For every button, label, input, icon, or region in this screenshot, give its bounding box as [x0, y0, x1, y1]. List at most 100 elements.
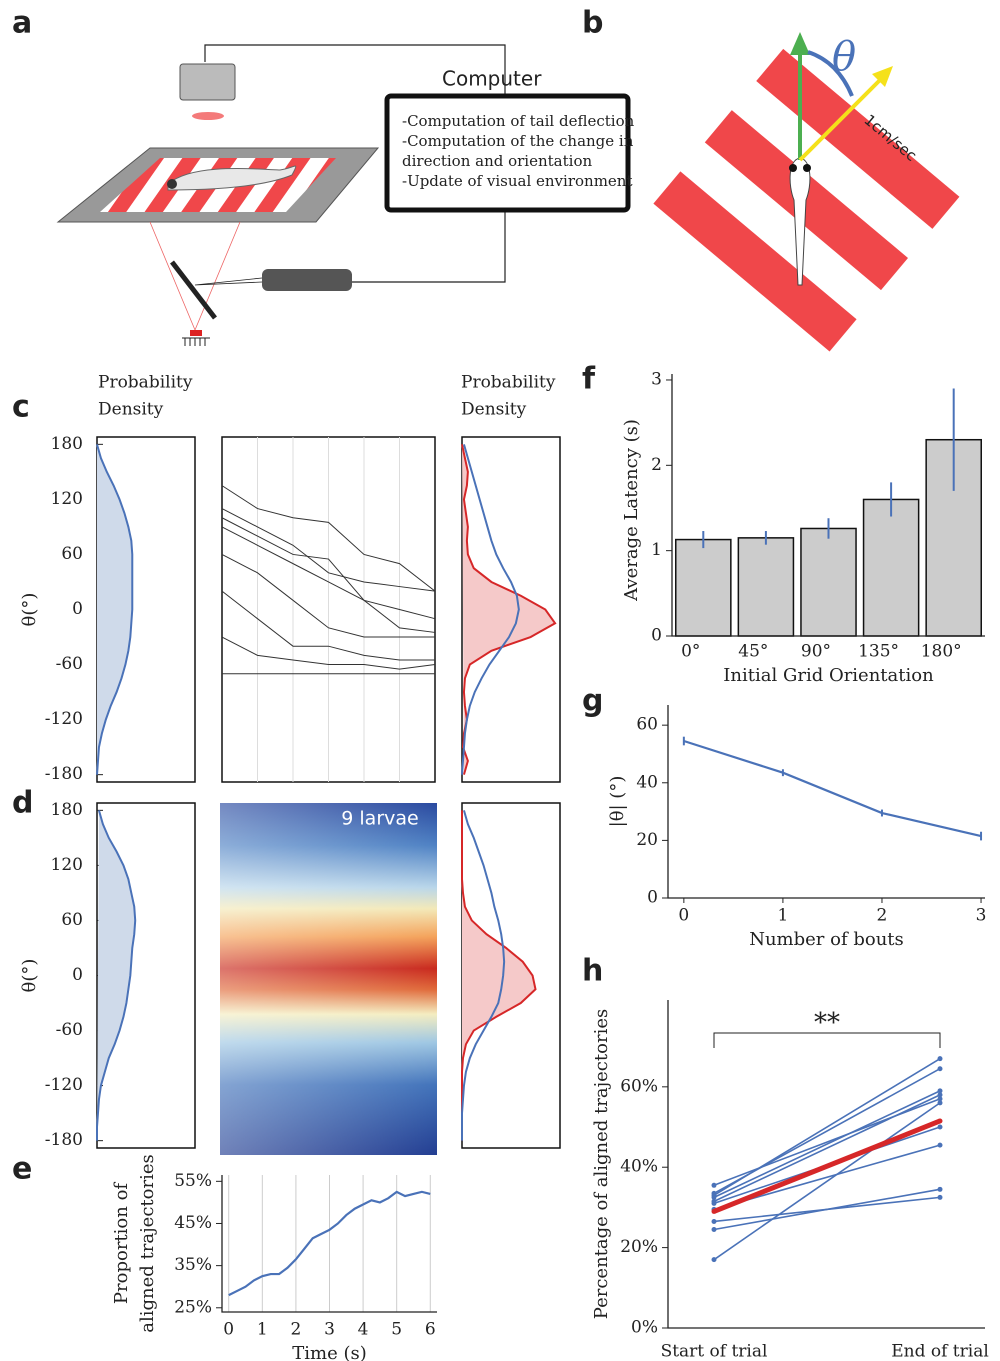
y-tick-label: 0: [72, 599, 83, 619]
heatmap-label: 9 larvae: [341, 808, 418, 830]
computer-line: -Computation of the change in: [402, 132, 634, 150]
panel-label: d: [12, 786, 33, 821]
x-axis-label: Initial Grid Orientation: [723, 665, 934, 686]
y-axis-label: Average Latency (s): [621, 419, 642, 602]
y-tick-label: 55%: [174, 1171, 212, 1191]
panel-labels: a b c d e f g h: [12, 6, 603, 1187]
y-tick-label: 40: [636, 772, 658, 792]
y-tick-label: 0: [651, 626, 662, 646]
y-tick-label: 45%: [174, 1213, 212, 1233]
bar: [737, 537, 795, 637]
angle-arc: [807, 50, 854, 97]
y-tick-label: -120: [45, 709, 83, 729]
panel-label: b: [582, 6, 603, 41]
y-tick-label: 0: [647, 888, 658, 908]
beam: [149, 221, 241, 332]
trajectory: [221, 517, 436, 620]
subject-line: [713, 1102, 941, 1261]
point: [937, 1124, 943, 1130]
density-curve: [461, 444, 520, 775]
bar: [800, 527, 857, 637]
computer-line: -Computation of tail deflection: [402, 112, 635, 130]
plot-frame: [461, 436, 561, 783]
point: [937, 1186, 943, 1192]
sensor: [190, 330, 202, 336]
density-curve: [461, 810, 506, 1141]
y-axis-label: θ(°): [19, 593, 40, 627]
larva-eye: [803, 164, 811, 172]
panel-label: h: [582, 954, 603, 989]
y-tick-label: 35%: [174, 1255, 212, 1275]
y-tick-label: 1: [651, 540, 662, 560]
point: [937, 1118, 943, 1124]
density-curve: [461, 444, 557, 775]
point: [711, 1208, 717, 1214]
y-tick-label: 40%: [620, 1157, 658, 1177]
computer-box: [384, 93, 631, 213]
significance-label: **: [814, 1008, 840, 1038]
cable: [204, 44, 506, 283]
x-tick-label: 135°: [858, 642, 899, 662]
point: [711, 1227, 717, 1233]
computer-line: direction and orientation: [402, 152, 592, 170]
y-axis-label: Proportion of: [111, 1182, 132, 1304]
y-tick-label: 60: [61, 910, 83, 930]
x-axis-label: Time (s): [292, 1343, 367, 1361]
y-tick-label: 20: [636, 830, 658, 850]
y-tick-label: -120: [45, 1075, 83, 1095]
larva: [167, 165, 297, 191]
subject-line: [713, 1090, 941, 1199]
point: [711, 1218, 717, 1224]
point: [937, 1088, 943, 1094]
x-tick-label: 4: [358, 1320, 369, 1340]
panel-label: e: [12, 1152, 32, 1187]
y-tick-label: 120: [51, 855, 83, 875]
y-tick-label: 180: [51, 800, 83, 820]
y-tick-label: 3: [651, 369, 662, 389]
axes: [671, 374, 985, 637]
y-tick-label: -60: [56, 1020, 83, 1040]
density-header: Probability: [98, 373, 193, 393]
y-tick-label: 25%: [174, 1297, 212, 1317]
panel-label: c: [12, 390, 30, 425]
density-header: Density: [98, 400, 164, 420]
density-header: Probability: [461, 373, 556, 393]
trajectory: [221, 636, 436, 670]
x-tick-label: 1: [257, 1320, 268, 1340]
x-tick-label: 2: [290, 1320, 301, 1340]
computer-line: -Update of visual environment: [402, 172, 632, 190]
x-tick-label: Start of trial: [661, 1342, 768, 1361]
x-tick-label: 0: [678, 906, 689, 926]
arrow-head: [872, 66, 893, 87]
y-tick-label: -180: [45, 764, 83, 784]
point: [937, 1100, 943, 1106]
stimulus-arrow: [798, 76, 884, 162]
monitor: [179, 63, 236, 101]
line: [683, 739, 982, 838]
y-tick-label: 60%: [620, 1076, 658, 1096]
point: [937, 1092, 943, 1098]
y-tick-label: -180: [45, 1130, 83, 1150]
density-header: Density: [461, 400, 527, 420]
point: [937, 1096, 943, 1102]
stripe: [653, 171, 857, 352]
point: [937, 1194, 943, 1200]
x-tick-label: 180°: [921, 642, 962, 662]
axes: [667, 705, 985, 899]
x-tick-label: 1: [777, 906, 788, 926]
panel-label: a: [12, 6, 32, 41]
light-spot: [192, 112, 224, 120]
point: [711, 1192, 717, 1198]
arrow-head: [790, 32, 810, 55]
trajectory: [221, 554, 435, 638]
point: [937, 1066, 943, 1072]
point: [711, 1200, 717, 1206]
angle-label: θ: [832, 34, 856, 80]
x-tick-label: End of trial: [891, 1342, 989, 1361]
bar: [862, 498, 920, 637]
stimulus-diagram: θ 1cm/sec: [653, 32, 960, 352]
setup-diagram: Computer -Computation of tail deflection…: [56, 44, 635, 346]
bar: [675, 538, 732, 637]
